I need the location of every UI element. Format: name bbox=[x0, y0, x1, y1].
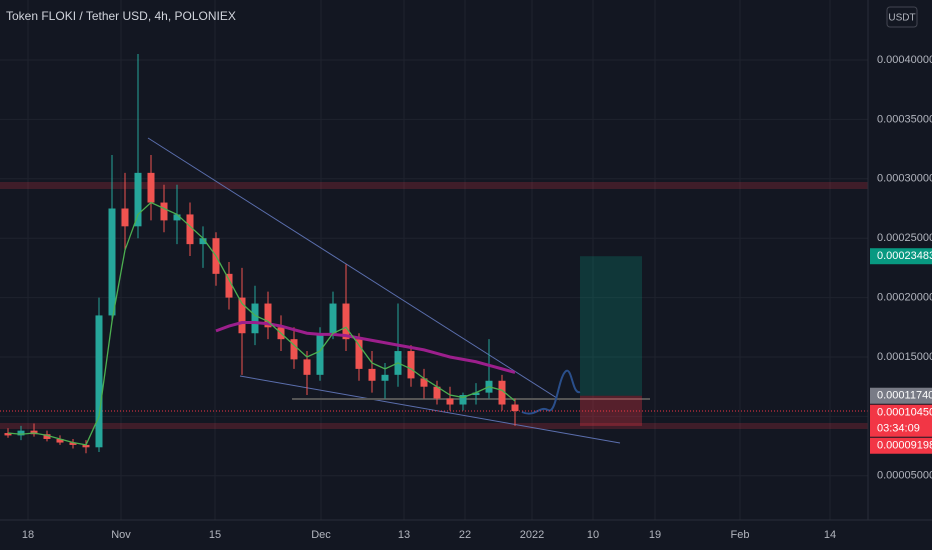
candle-body bbox=[433, 386, 441, 399]
candle-body bbox=[160, 202, 168, 221]
candle-body bbox=[446, 398, 454, 405]
candle-body bbox=[251, 303, 259, 334]
candle-body bbox=[420, 378, 428, 387]
candle-body bbox=[316, 333, 324, 375]
x-tick-label: Nov bbox=[111, 529, 131, 541]
candle-body bbox=[303, 359, 311, 375]
currency-button[interactable] bbox=[886, 6, 918, 28]
support-zone bbox=[0, 423, 868, 429]
y-tick-label: 0.00025000 bbox=[877, 232, 932, 244]
y-tick-label: 0.00015000 bbox=[877, 351, 932, 363]
y-tick-label: 0.00040000 bbox=[877, 54, 932, 66]
candle-body bbox=[82, 444, 90, 448]
y-tick-label: 0.00005000 bbox=[877, 470, 932, 482]
ma-slow-line bbox=[215, 321, 516, 374]
trend-line bbox=[147, 137, 561, 401]
x-tick-label: 19 bbox=[649, 529, 661, 541]
candle-body bbox=[225, 273, 233, 298]
candle-body bbox=[134, 172, 142, 227]
projection-sketch bbox=[521, 369, 581, 415]
stop-zone bbox=[580, 395, 642, 426]
candle-body bbox=[472, 392, 480, 396]
price-label: 0.00010450 bbox=[877, 407, 932, 419]
candle-body bbox=[264, 303, 272, 328]
candle-body bbox=[186, 214, 194, 245]
candle-body bbox=[147, 172, 155, 203]
x-tick-label: 14 bbox=[824, 529, 836, 541]
x-tick-label: Dec bbox=[311, 529, 331, 541]
countdown: 03:34:09 bbox=[877, 423, 920, 435]
price-label: 0.00009198 bbox=[877, 440, 932, 452]
x-tick-label: 13 bbox=[398, 529, 410, 541]
price-label: 0.00023483 bbox=[877, 250, 932, 262]
candle-body bbox=[199, 238, 207, 245]
price-label-box bbox=[870, 248, 932, 265]
price-label-box bbox=[870, 404, 932, 437]
price-label: 0.00011740 bbox=[877, 390, 932, 402]
price-label-box bbox=[870, 387, 932, 404]
x-tick-label: 22 bbox=[459, 529, 471, 541]
candle-body bbox=[381, 374, 389, 381]
candle-body bbox=[498, 380, 506, 405]
trend-line bbox=[239, 375, 621, 444]
ma-fast-line bbox=[7, 201, 516, 446]
x-tick-label: 15 bbox=[209, 529, 221, 541]
candle-body bbox=[17, 430, 25, 436]
x-tick-label: 2022 bbox=[520, 529, 544, 541]
candle-body bbox=[69, 442, 77, 445]
chart-title: Token FLOKI / Tether USD, 4h, POLONIEX bbox=[6, 9, 236, 23]
candle-body bbox=[511, 404, 519, 412]
candle-body bbox=[407, 351, 415, 379]
candle-body bbox=[355, 339, 363, 369]
x-tick-label: 18 bbox=[22, 529, 34, 541]
candle-body bbox=[329, 303, 337, 334]
candle-body bbox=[56, 438, 64, 443]
y-tick-label: 0.00030000 bbox=[877, 173, 932, 185]
candle-body bbox=[4, 433, 12, 436]
price-label-box bbox=[870, 437, 932, 454]
candle-body bbox=[108, 208, 116, 316]
y-tick-label: 0.00020000 bbox=[877, 292, 932, 304]
candle-body bbox=[95, 315, 103, 448]
candle-body bbox=[459, 395, 467, 405]
candle-body bbox=[173, 214, 181, 221]
candle-body bbox=[368, 368, 376, 381]
candle-body bbox=[121, 208, 129, 227]
candle-body bbox=[238, 297, 246, 334]
target-zone bbox=[580, 256, 642, 396]
candle-body bbox=[342, 303, 350, 340]
candle-body bbox=[43, 434, 51, 439]
resistance-zone bbox=[0, 182, 868, 189]
x-tick-label: 10 bbox=[587, 529, 599, 541]
y-tick-label: 0.00035000 bbox=[877, 113, 932, 125]
currency-label: USDT bbox=[888, 13, 915, 24]
candle-body bbox=[290, 339, 298, 360]
x-tick-label: Feb bbox=[731, 529, 750, 541]
